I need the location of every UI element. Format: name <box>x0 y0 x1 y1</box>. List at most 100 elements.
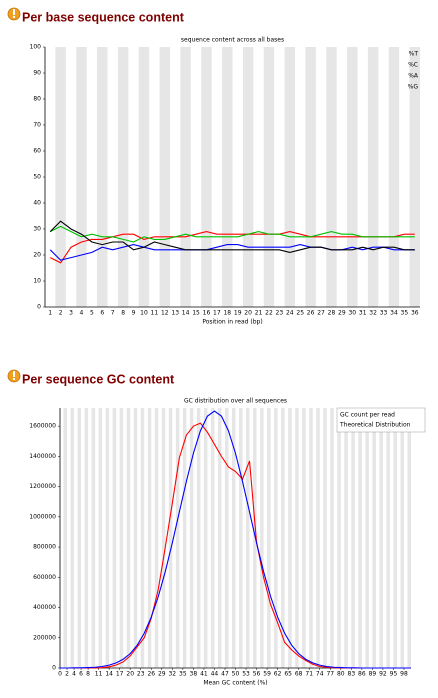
band <box>201 47 212 307</box>
x-tick-label: 98 <box>400 671 408 678</box>
x-tick-label: 86 <box>358 671 366 678</box>
x-tick-label: 95 <box>390 671 398 678</box>
y-tick-label: 800000 <box>33 544 56 551</box>
band <box>117 47 129 307</box>
x-tick-label: 35 <box>401 310 409 317</box>
x-tick-label: 20 <box>244 310 252 317</box>
x-tick-label: 24 <box>286 310 294 317</box>
x-tick-label: 0 <box>58 671 62 678</box>
x-tick-label: 62 <box>274 671 282 678</box>
x-tick-label: 11 <box>95 671 103 678</box>
band <box>263 47 275 307</box>
x-tick-label: 27 <box>317 310 325 317</box>
band <box>379 408 383 668</box>
x-tick-label: 19 <box>234 310 242 317</box>
x-tick-label: 3 <box>69 310 73 317</box>
y-tick-label: 100 <box>30 44 42 51</box>
x-tick-label: 25 <box>296 310 304 317</box>
band <box>407 408 411 668</box>
band <box>55 47 66 307</box>
y-tick-label: 200000 <box>33 634 56 641</box>
x-tick-label: 32 <box>369 310 377 317</box>
warning-icon-bar <box>13 9 15 15</box>
band <box>409 47 420 307</box>
y-tick-label: 1000000 <box>29 513 56 520</box>
x-tick-label: 2 <box>65 671 69 678</box>
x-tick-label: 1 <box>48 310 52 317</box>
band <box>138 47 150 307</box>
y-tick-label: 40 <box>33 200 41 207</box>
band <box>105 408 110 668</box>
series-line <box>49 225 415 243</box>
band <box>393 408 397 668</box>
x-tick-label: 83 <box>348 671 356 678</box>
x-tick-label: 26 <box>307 310 315 317</box>
band <box>159 47 170 307</box>
x-tick-label: 36 <box>411 310 419 317</box>
band <box>154 408 159 668</box>
band <box>77 408 82 668</box>
band <box>284 47 295 307</box>
band <box>161 408 166 668</box>
y-tick-label: 1400000 <box>29 453 56 460</box>
x-tick-label: 77 <box>326 671 334 678</box>
y-tick-label: 600000 <box>33 574 56 581</box>
x-tick-label: 16 <box>203 310 211 317</box>
band <box>63 408 68 668</box>
x-tick-label: 18 <box>223 310 231 317</box>
band <box>302 408 306 668</box>
band <box>295 408 299 668</box>
x-tick-label: 41 <box>200 671 208 678</box>
band <box>98 408 103 668</box>
band <box>239 408 243 668</box>
band <box>147 408 152 668</box>
band <box>189 408 194 668</box>
x-tick-label: 30 <box>348 310 356 317</box>
band <box>305 47 316 307</box>
y-tick-label: 1600000 <box>29 423 56 430</box>
series-line <box>49 244 415 261</box>
x-tick-label: 14 <box>182 310 190 317</box>
x-tick-label: 2 <box>59 310 63 317</box>
x-tick-label: 7 <box>111 310 115 317</box>
x-tick-label: 31 <box>359 310 367 317</box>
x-tick-label: 92 <box>379 671 387 678</box>
band <box>210 408 215 668</box>
x-tick-label: 34 <box>390 310 398 317</box>
x-tick-label: 6 <box>100 310 104 317</box>
band <box>126 408 131 668</box>
x-tick-label: 28 <box>328 310 336 317</box>
x-tick-label: 8 <box>121 310 125 317</box>
x-tick-label: 4 <box>72 671 76 678</box>
band <box>112 408 117 668</box>
band <box>242 47 254 307</box>
band <box>365 408 369 668</box>
band <box>97 47 108 307</box>
legend-entry: %C <box>408 62 418 69</box>
x-tick-label: 11 <box>151 310 159 317</box>
band <box>91 408 96 668</box>
x-tick-label: 20 <box>126 671 134 678</box>
x-tick-label: 6 <box>79 671 83 678</box>
warning-icon-dot <box>13 378 15 380</box>
section-heading: Per base sequence content <box>22 10 185 24</box>
band <box>330 408 334 668</box>
band <box>316 408 320 668</box>
y-tick-label: 80 <box>33 96 41 103</box>
x-axis-label: Position in read (bp) <box>202 319 262 326</box>
y-tick-label: 0 <box>37 304 41 311</box>
band <box>309 408 313 668</box>
x-tick-label: 13 <box>171 310 179 317</box>
band <box>217 408 222 668</box>
band <box>347 47 358 307</box>
x-tick-label: 17 <box>213 310 221 317</box>
x-tick-label: 56 <box>253 671 261 678</box>
band <box>372 408 376 668</box>
band <box>70 408 75 668</box>
band <box>288 408 292 668</box>
x-tick-label: 29 <box>338 310 346 317</box>
band <box>388 47 400 307</box>
band <box>119 408 124 668</box>
x-tick-label: 15 <box>192 310 200 317</box>
band <box>344 408 348 668</box>
